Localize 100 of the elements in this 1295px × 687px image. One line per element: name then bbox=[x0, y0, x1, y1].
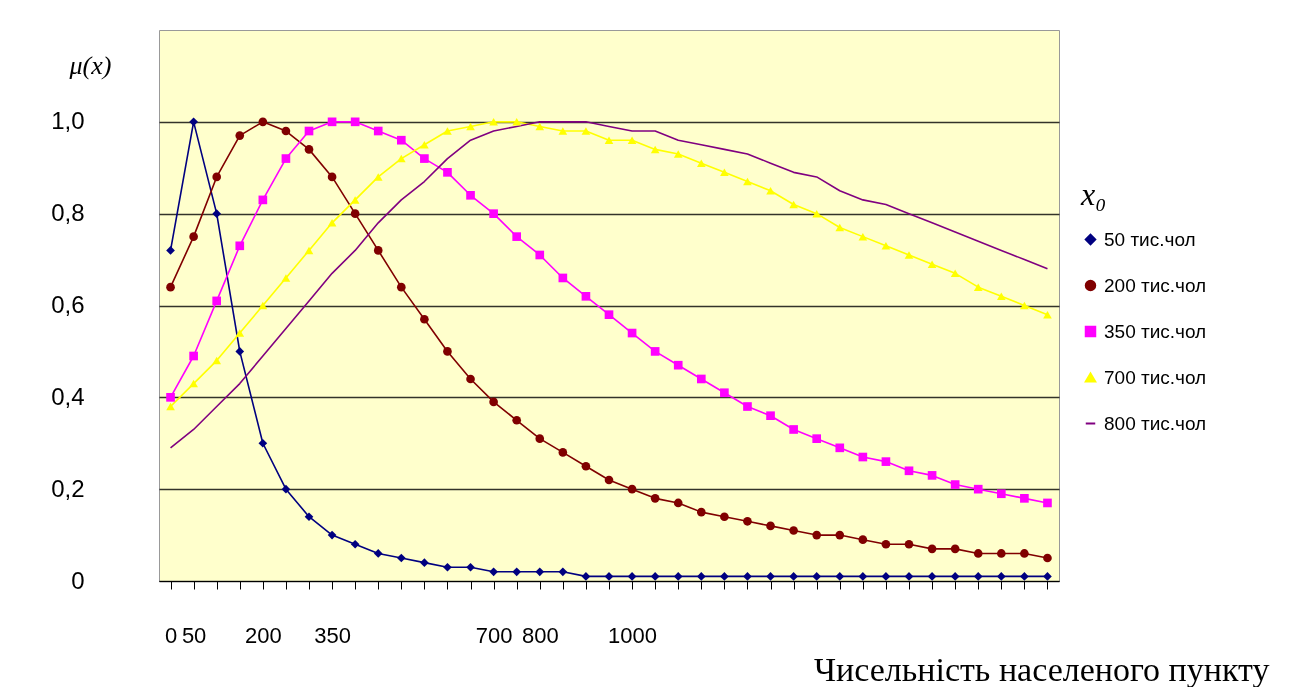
point bbox=[881, 539, 891, 549]
x-tick-label: 200 bbox=[244, 622, 282, 648]
point bbox=[789, 572, 798, 581]
point bbox=[304, 512, 314, 522]
point bbox=[489, 567, 498, 577]
point bbox=[673, 360, 683, 370]
point bbox=[835, 530, 845, 540]
y-tick-label: 0,6 bbox=[51, 291, 85, 318]
point bbox=[420, 558, 429, 567]
point bbox=[627, 136, 637, 144]
point bbox=[166, 393, 175, 402]
point bbox=[858, 535, 868, 544]
point bbox=[696, 572, 706, 581]
point bbox=[973, 484, 983, 494]
point bbox=[443, 347, 452, 356]
point bbox=[650, 347, 660, 356]
point bbox=[1020, 549, 1029, 558]
point bbox=[373, 173, 383, 181]
point bbox=[973, 572, 983, 581]
point bbox=[789, 526, 798, 535]
point bbox=[350, 209, 360, 218]
point bbox=[212, 172, 222, 182]
point bbox=[696, 507, 706, 517]
point bbox=[396, 154, 406, 163]
point bbox=[535, 567, 545, 577]
point bbox=[535, 434, 545, 443]
point bbox=[766, 572, 775, 581]
point bbox=[950, 480, 960, 489]
point bbox=[696, 374, 706, 384]
point bbox=[720, 572, 729, 581]
point bbox=[350, 196, 360, 204]
point bbox=[812, 209, 822, 218]
point bbox=[881, 242, 891, 250]
point bbox=[166, 282, 175, 292]
point bbox=[858, 572, 868, 581]
point bbox=[812, 434, 822, 443]
point bbox=[743, 402, 752, 411]
point bbox=[281, 126, 291, 136]
point bbox=[396, 553, 406, 563]
y-tick-label: 0,8 bbox=[51, 199, 85, 227]
point bbox=[904, 539, 914, 549]
point bbox=[212, 296, 222, 306]
point bbox=[420, 314, 429, 324]
point bbox=[720, 388, 729, 398]
legend-label: 50 тис.чол bbox=[1104, 228, 1196, 250]
point bbox=[258, 438, 268, 448]
point bbox=[673, 150, 683, 158]
point bbox=[604, 310, 614, 320]
point bbox=[673, 498, 683, 508]
point bbox=[1043, 498, 1052, 508]
point bbox=[281, 274, 291, 282]
point bbox=[973, 283, 983, 291]
point bbox=[812, 572, 822, 581]
point bbox=[927, 544, 937, 554]
point bbox=[1043, 572, 1052, 581]
point bbox=[512, 232, 522, 241]
point bbox=[1020, 494, 1029, 503]
point bbox=[212, 209, 222, 218]
point bbox=[235, 329, 245, 337]
point bbox=[904, 466, 914, 476]
point bbox=[489, 118, 498, 126]
point bbox=[1020, 301, 1029, 310]
legend-label: 200 тис.чол bbox=[1104, 274, 1207, 296]
point bbox=[512, 415, 522, 425]
point bbox=[743, 516, 752, 526]
point bbox=[696, 159, 706, 167]
legend-label: 700 тис.чол bbox=[1104, 366, 1207, 388]
point bbox=[489, 209, 498, 218]
point bbox=[673, 572, 683, 581]
point bbox=[420, 154, 429, 163]
point bbox=[627, 484, 637, 494]
y-tick-label: 1,0 bbox=[51, 107, 85, 135]
x-tick-label: 0 bbox=[164, 622, 178, 648]
point bbox=[927, 471, 937, 480]
point bbox=[396, 282, 406, 292]
point bbox=[235, 241, 245, 251]
legend-label: 350 тис.чол bbox=[1104, 320, 1207, 342]
point bbox=[835, 572, 845, 581]
point bbox=[466, 562, 475, 572]
point bbox=[443, 127, 452, 135]
point bbox=[258, 117, 268, 127]
y-tick-label: 0,4 bbox=[51, 382, 85, 410]
point bbox=[904, 251, 914, 259]
y-tick-label: 0 bbox=[71, 566, 85, 594]
point bbox=[835, 223, 845, 232]
point bbox=[466, 374, 475, 384]
x-tick-label: 700 bbox=[475, 622, 513, 648]
point bbox=[489, 397, 498, 407]
point bbox=[512, 118, 522, 126]
point bbox=[996, 572, 1006, 581]
point bbox=[327, 172, 337, 182]
point bbox=[166, 402, 175, 411]
point bbox=[327, 530, 337, 540]
point bbox=[881, 457, 891, 466]
point bbox=[466, 190, 475, 200]
point bbox=[373, 126, 383, 136]
point bbox=[858, 232, 868, 241]
point bbox=[189, 351, 198, 361]
point bbox=[950, 269, 960, 278]
point bbox=[650, 145, 660, 154]
